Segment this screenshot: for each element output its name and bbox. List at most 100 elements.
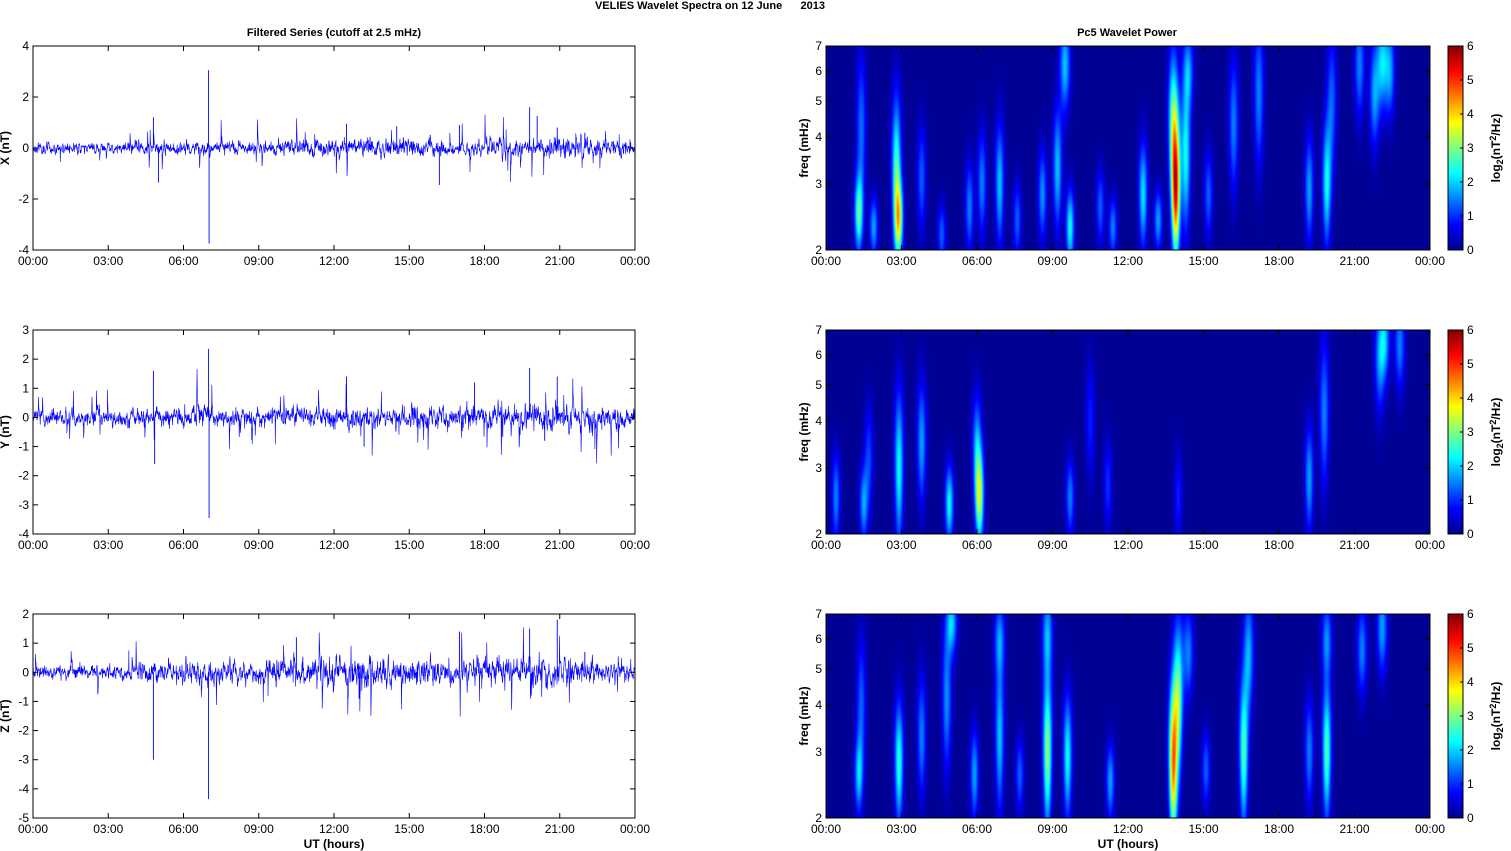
spectrum-z-colorbar-tick-label: 3 [1467,709,1474,723]
series-x-xtick-label: 12:00 [319,254,349,268]
spectrum-x-xtick-label: 00:00 [1415,254,1445,268]
spectrum-z-ytick-label: 3 [815,745,822,759]
spectrum-x-xtick-label: 09:00 [1037,254,1067,268]
spectrum-x-xtick-label: 15:00 [1188,254,1218,268]
spectrum-z-colorbar-tick-label: 5 [1467,641,1474,655]
series-y-xtick-label: 15:00 [394,538,424,552]
series-z-axes: 00:00 03:00 06:00 09:00 12:00 15:00 18:00 21:00… [0,607,650,851]
spectrum-y-colorbar-tick-label: 2 [1467,459,1474,473]
spectrum-z-xtick-label: 12:00 [1113,822,1143,836]
spectrum-x-ylabel: freq (mHz) [797,118,811,177]
spectrum-y-xtick-label: 21:00 [1339,538,1369,552]
spectrum-z-ytick-label: 7 [815,607,822,621]
spectrum-x-colorbar-tick-label: 5 [1467,73,1474,87]
spectrum-y-xtick-label: 18:00 [1264,538,1294,552]
spectrum-z-power-image [826,614,1430,818]
spectrum-x-ytick-label: 7 [815,39,822,53]
spectrum-x-xtick-label: 18:00 [1264,254,1294,268]
series-y-xtick-label: 03:00 [93,538,123,552]
spectrum-z-ytick-label: 6 [815,632,822,646]
spectrum-z-colorbar: 0 1 2 3 4 5 6 log2(nT2/Hz) [1447,607,1505,825]
series-z-ytick-label: -4 [18,782,29,796]
series-y-ytick-label: 0 [22,410,29,424]
spectrum-y-xtick-label: 12:00 [1113,538,1143,552]
series-z-xtick-label: 21:00 [545,822,575,836]
spectrum-z-colorbar-tick-label: 1 [1467,777,1474,791]
spectrum-x-xtick-label: 06:00 [962,254,992,268]
series-z-xtick-label: 06:00 [168,822,198,836]
spectrum-z-colorbar-label: log2(nT2/Hz) [1488,682,1504,751]
spectrum-y-xtick-label: 06:00 [962,538,992,552]
chart-panels: 00:00 03:00 06:00 09:00 12:00 15:00 18:00 21:00… [0,39,1505,851]
series-z-ytick-label: 2 [22,607,29,621]
series-z-ytick-label: -3 [18,753,29,767]
spectrum-z-xtick-label: 06:00 [962,822,992,836]
spectrum-x-ytick-label: 3 [815,177,822,191]
spectrum-x-xtick-label: 03:00 [886,254,916,268]
spectrum-z-xtick-label: 00:00 [1415,822,1445,836]
series-y-ytick-label: -3 [18,498,29,512]
spectrum-x-ytick-label: 2 [815,243,822,257]
spectrum-z-ytick-label: 4 [815,698,822,712]
spectrum-y-ytick-label: 4 [815,414,822,428]
spectrum-z-colorbar-tick-label: 2 [1467,743,1474,757]
spectrum-y-ytick-label: 7 [815,323,822,337]
figure-suptitle: VELIES Wavelet Spectra on 12 June 2013 [595,0,825,12]
series-x-xtick-label: 09:00 [244,254,274,268]
series-x-ytick-label: 2 [22,90,29,104]
spectrum-x-colorbar: 0 1 2 3 4 5 6 log2(nT2/Hz) [1447,39,1505,257]
series-z-xtick-label: 00:00 [620,822,650,836]
spectrum-x-ytick-label: 5 [815,94,822,108]
series-z-xtick-label: 12:00 [319,822,349,836]
series-x-ytick-label: 4 [22,39,29,53]
spectrum-x-colorbar-label: log2(nT2/Hz) [1488,114,1504,183]
spectrum-y-colorbar-tick-label: 5 [1467,357,1474,371]
series-z-xlabel: UT (hours) [304,837,365,851]
spectrum-x-axes: 00:00 03:00 06:00 09:00 12:00 15:00 18:00 21:00… [797,39,1445,268]
spectrum-y-ytick-label: 5 [815,378,822,392]
series-y-ytick-label: -4 [18,527,29,541]
spectrum-z-ylabel: freq (mHz) [797,686,811,745]
left-column-title: Filtered Series (cutoff at 2.5 mHz) [247,27,422,39]
series-y-trace [32,368,636,464]
series-x-xtick-label: 00:00 [18,254,48,268]
series-y-ytick-label: 3 [22,323,29,337]
series-y-ytick-label: 1 [22,381,29,395]
series-y-xtick-label: 00:00 [620,538,650,552]
series-x-xtick-label: 18:00 [469,254,499,268]
right-column-title: Pc5 Wavelet Power [1077,27,1178,39]
spectrum-z-xtick-label: 03:00 [886,822,916,836]
spectrum-z-colorbar-tick-label: 4 [1467,675,1474,689]
series-y-xtick-label: 06:00 [168,538,198,552]
spectrum-y-colorbar-tick-label: 4 [1467,391,1474,405]
series-y-xtick-label: 09:00 [244,538,274,552]
spectrum-x-colorbar-tick-label: 6 [1467,39,1474,53]
spectrum-x-power-image [826,46,1430,250]
series-z-xtick-label: 09:00 [244,822,274,836]
series-z-xtick-label: 18:00 [469,822,499,836]
spectrum-x-colorbar-tick-label: 4 [1467,107,1474,121]
spectrum-y-xtick-label: 00:00 [1415,538,1445,552]
series-x-ytick-label: -2 [18,192,29,206]
spectrum-x-colorbar-tick-label: 3 [1467,141,1474,155]
series-x-xtick-label: 21:00 [545,254,575,268]
series-z-axes-frame [32,613,636,819]
spectrum-z-colorbar-tick-label: 0 [1467,811,1474,825]
series-x-ylabel: X (nT) [0,131,12,165]
series-z-xtick-label: 00:00 [18,822,48,836]
series-y-ytick-label: -1 [18,440,29,454]
series-y-ylabel: Y (nT) [0,415,12,449]
series-x-trace [32,114,636,182]
spectrum-y-xtick-label: 09:00 [1037,538,1067,552]
series-y-xtick-label: 18:00 [469,538,499,552]
series-x-ytick-label: 0 [22,141,29,155]
spectrum-x-xtick-label: 21:00 [1339,254,1369,268]
series-z-ytick-label: -2 [18,724,29,738]
spectrum-z-colorbar-tick-label: 6 [1467,607,1474,621]
series-y-axes: 00:00 03:00 06:00 09:00 12:00 15:00 18:00 21:00… [0,323,650,552]
spectrum-y-xtick-label: 15:00 [1188,538,1218,552]
spectrum-y-colorbar: 0 1 2 3 4 5 6 log2(nT2/Hz) [1447,323,1505,541]
spectrum-y-ytick-label: 3 [815,461,822,475]
spectrum-z-xtick-label: 21:00 [1339,822,1369,836]
